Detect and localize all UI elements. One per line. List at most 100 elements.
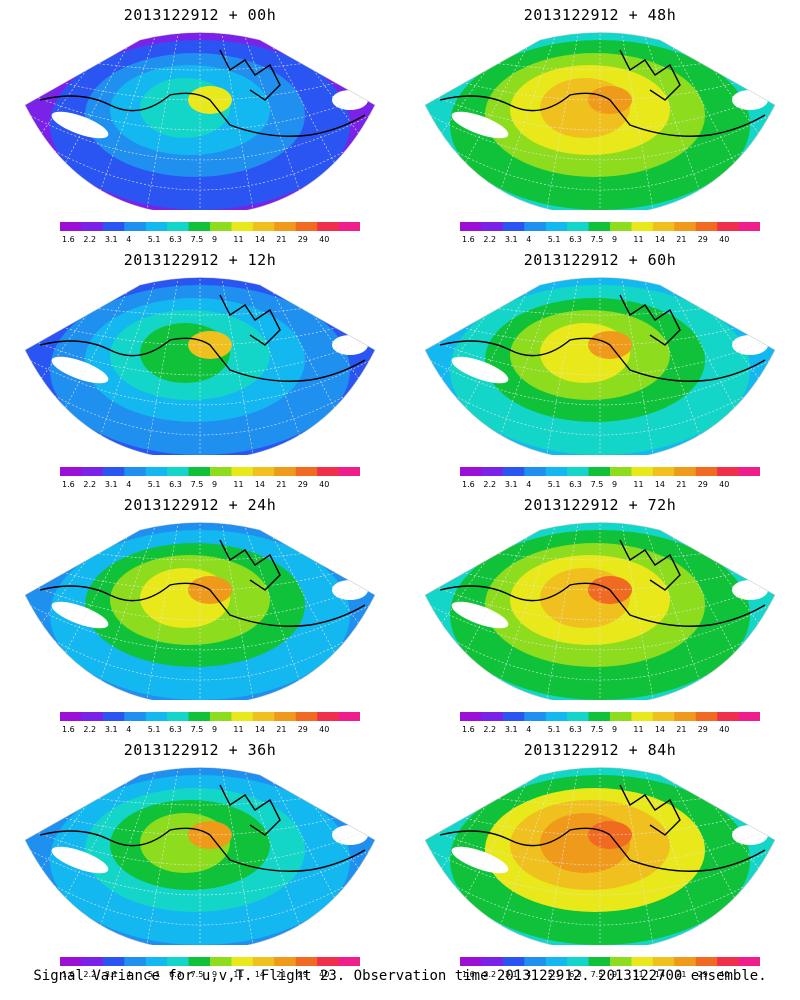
colorbar-tick-label: 40 (319, 235, 329, 244)
colorbar-swatch (545, 957, 568, 966)
colorbar-swatch (274, 222, 297, 231)
colorbar-swatch (502, 467, 525, 476)
colorbar-swatch (60, 467, 82, 476)
colorbar: 1.6 2.2 3.1 4 5.1 6.3 7.5 9 11 14 21 29 40 (60, 957, 360, 979)
colorbar-tick-label: 21 (276, 970, 286, 979)
colorbar-swatch (231, 957, 254, 966)
colorbar-swatch (695, 957, 718, 966)
colorbar-swatch (317, 712, 340, 721)
colorbar-tick-label: 5.1 (548, 725, 561, 734)
colorbar-swatch (502, 222, 525, 231)
colorbar-tick-label: 21 (276, 235, 286, 244)
colorbar-tick-label: 7.5 (191, 235, 204, 244)
colorbar-tick-label: 29 (298, 235, 308, 244)
colorbar-tick-label: 40 (719, 725, 729, 734)
variance-map (424, 277, 776, 455)
colorbar-tick-label: 6.3 (569, 725, 582, 734)
colorbar-swatch (188, 467, 211, 476)
colorbar-tick-label: 2.2 (483, 970, 496, 979)
colorbar-tick-label: 11 (233, 480, 243, 489)
colorbar-tick-label: 1.6 (462, 480, 475, 489)
colorbar-swatch (317, 222, 340, 231)
forecast-panel: 2013122912 + 60h 1.6 2.2 3.1 4 5.1 6.3 7.5 9 11 14… (400, 245, 800, 490)
colorbar-tick-label: 14 (655, 970, 665, 979)
colorbar-swatch (717, 957, 740, 966)
colorbar-swatch (231, 222, 254, 231)
colorbar-tick-label: 29 (698, 480, 708, 489)
colorbar-swatch (481, 957, 504, 966)
colorbar-tick-label: 14 (255, 725, 265, 734)
colorbar-tick-label: 7.5 (591, 725, 604, 734)
colorbar-tick-label: 4 (126, 480, 131, 489)
colorbar: 1.6 2.2 3.1 4 5.1 6.3 7.5 9 11 14 21 29 40 (460, 467, 760, 489)
colorbar-tick-label: 40 (319, 725, 329, 734)
colorbar-tick-label: 2.2 (83, 725, 96, 734)
colorbar-tick-label: 4 (526, 725, 531, 734)
colorbar-swatch (674, 222, 697, 231)
variance-map (424, 522, 776, 700)
colorbar-tick-label: 29 (698, 970, 708, 979)
colorbar-swatch (631, 222, 654, 231)
colorbar-tick-label: 11 (633, 480, 643, 489)
colorbar-swatch (188, 222, 211, 231)
colorbar-swatch (674, 957, 697, 966)
colorbar-tick-label: 21 (676, 970, 686, 979)
colorbar-tick-label: 6.3 (569, 970, 582, 979)
colorbar-tick-label: 6.3 (169, 480, 182, 489)
panel-title: 2013122912 + 72h (523, 496, 677, 514)
colorbar-swatch (81, 222, 104, 231)
colorbar-swatch (252, 467, 275, 476)
colorbar-tick-label: 29 (698, 235, 708, 244)
panel-title: 2013122912 + 60h (523, 251, 677, 269)
colorbar-swatch (610, 957, 632, 966)
colorbar-swatch (188, 957, 211, 966)
colorbar-tick-label: 29 (298, 480, 308, 489)
colorbar-tick-label: 2.2 (83, 235, 96, 244)
colorbar-swatch (631, 957, 654, 966)
colorbar-tick-label: 9 (612, 480, 617, 489)
colorbar-swatch (481, 712, 504, 721)
colorbar: 1.6 2.2 3.1 4 5.1 6.3 7.5 9 11 14 21 29 40 (60, 712, 360, 734)
colorbar-tick-label: 40 (319, 970, 329, 979)
colorbar-swatch (631, 467, 654, 476)
colorbar-swatch (652, 957, 675, 966)
colorbar-tick-label: 3.1 (105, 480, 118, 489)
colorbar-tick-label: 3.1 (505, 725, 518, 734)
colorbar-tick-label: 5.1 (548, 970, 561, 979)
colorbar-swatch (481, 222, 504, 231)
colorbar-swatch (524, 712, 547, 721)
colorbar-tick-label: 2.2 (483, 725, 496, 734)
colorbar-swatch (338, 957, 360, 966)
colorbar: 1.6 2.2 3.1 4 5.1 6.3 7.5 9 11 14 21 29 40 (460, 712, 760, 734)
colorbar-swatch (460, 222, 482, 231)
colorbar-swatch (652, 222, 675, 231)
colorbar-swatch (102, 467, 125, 476)
colorbar-swatch (717, 467, 740, 476)
colorbar-tick-label: 2.2 (83, 970, 96, 979)
colorbar-tick-label: 21 (676, 725, 686, 734)
variance-map (24, 32, 376, 210)
colorbar-swatch (460, 467, 482, 476)
colorbar-tick-label: 14 (655, 235, 665, 244)
colorbar-tick-label: 29 (698, 725, 708, 734)
colorbar-swatch (231, 712, 254, 721)
figure-caption: Signal Variance for u,v,T. Flight 23. Ob… (33, 968, 767, 984)
variance-map (24, 522, 376, 700)
colorbar-swatch (652, 712, 675, 721)
colorbar-swatch (695, 222, 718, 231)
colorbar-tick-label: 3.1 (505, 480, 518, 489)
colorbar-tick-label: 9 (612, 235, 617, 244)
colorbar-tick-label: 4 (126, 725, 131, 734)
colorbar-tick-label: 11 (633, 235, 643, 244)
colorbar-tick-label: 14 (655, 725, 665, 734)
colorbar-swatch (102, 222, 125, 231)
forecast-panel: 2013122912 + 72h 1.6 2.2 3.1 4 5.1 6.3 7.5 9 11 14… (400, 490, 800, 735)
colorbar: 1.6 2.2 3.1 4 5.1 6.3 7.5 9 11 14 21 29 40 (460, 957, 760, 979)
colorbar-swatch (738, 467, 760, 476)
colorbar-swatch (252, 222, 275, 231)
colorbar-swatch (695, 467, 718, 476)
colorbar-swatch (317, 957, 340, 966)
colorbar-swatch (252, 712, 275, 721)
colorbar-swatch (610, 712, 632, 721)
colorbar-swatch (524, 957, 547, 966)
